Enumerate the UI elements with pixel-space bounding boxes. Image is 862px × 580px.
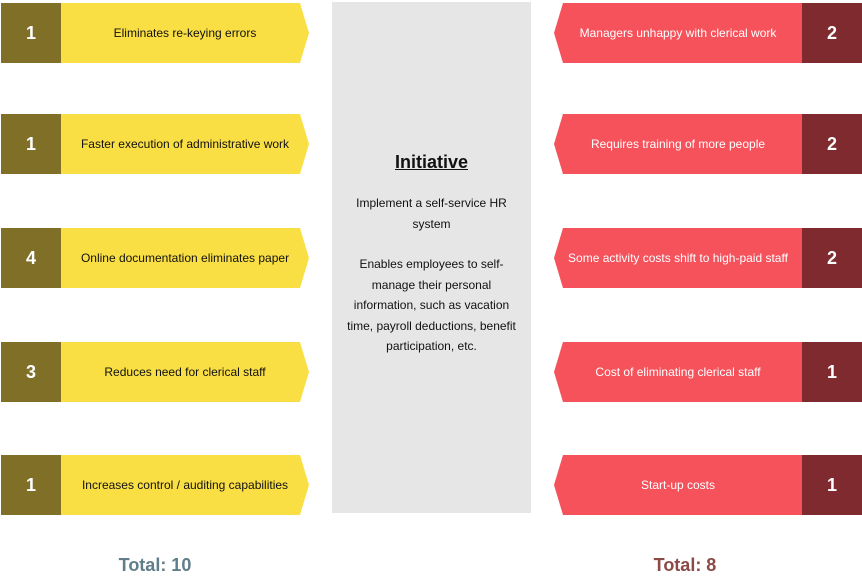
restraining-force-arrow: Managers unhappy with clerical work [554, 3, 802, 63]
driving-score: 4 [1, 228, 61, 288]
driving-force-arrow: Increases control / auditing capabilitie… [61, 455, 309, 515]
restraining-score: 1 [802, 342, 862, 402]
driving-score: 1 [1, 114, 61, 174]
restraining-force-arrow: Requires training of more people [554, 114, 802, 174]
restraining-force-arrow: Some activity costs shift to high-paid s… [554, 228, 802, 288]
driving-force-arrow: Faster execution of administrative work [61, 114, 309, 174]
driving-score: 1 [1, 3, 61, 63]
driving-force-arrow: Online documentation eliminates paper [61, 228, 309, 288]
restraining-score: 2 [802, 3, 862, 63]
driving-force-arrow: Reduces need for clerical staff [61, 342, 309, 402]
initiative-title: Initiative [394, 152, 469, 172]
driving-force-arrow: Eliminates re-keying errors [61, 3, 309, 63]
initiative-box: Initiative Implement a self-service HR s… [332, 2, 531, 513]
restraining-score: 2 [802, 228, 862, 288]
initiative-description: Enables employees to self-manage their p… [347, 257, 516, 353]
total-driving: Total: 10 [118, 555, 192, 575]
driving-score: 1 [1, 455, 61, 515]
total-restraining: Total: 8 [653, 555, 717, 575]
initiative-summary: Implement a self-service HR system [356, 196, 507, 231]
driving-score: 3 [1, 342, 61, 402]
restraining-force-arrow: Cost of eliminating clerical staff [554, 342, 802, 402]
restraining-force-arrow: Start-up costs [554, 455, 802, 515]
restraining-score: 1 [802, 455, 862, 515]
restraining-score: 2 [802, 114, 862, 174]
